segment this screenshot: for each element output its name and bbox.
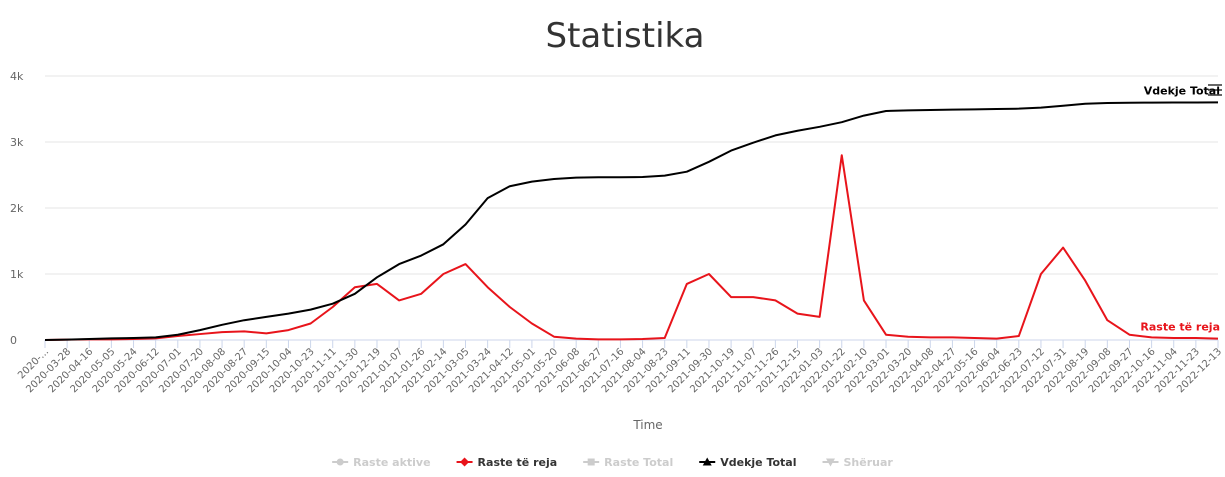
legend-marker: [826, 458, 836, 467]
legend-item[interactable]: Shëruar: [822, 456, 894, 469]
legend-label: Raste të reja: [478, 456, 558, 469]
legend-marker: [702, 457, 712, 466]
legend-label: Raste Total: [604, 456, 673, 469]
legend-item[interactable]: Raste të reja: [456, 456, 558, 469]
series-end-label: Raste të reja: [1140, 321, 1220, 334]
legend-item[interactable]: Raste aktive: [332, 456, 431, 469]
legend-marker: [336, 458, 344, 466]
legend-label: Vdekje Total: [720, 456, 796, 469]
legend-label: Shëruar: [844, 456, 894, 469]
legend-marker: [587, 458, 595, 466]
menu-button[interactable]: [1208, 84, 1222, 96]
y-tick-label: 0: [10, 334, 17, 347]
menu-bar: [1208, 94, 1222, 96]
y-tick-label: 2k: [10, 202, 24, 215]
legend-marker: [460, 457, 470, 467]
series-line: [44, 101, 1219, 341]
chart-title: Statistika: [546, 16, 705, 56]
series-end-label: Vdekje Total: [1144, 84, 1220, 97]
x-axis-title: Time: [632, 418, 662, 432]
menu-bar: [1208, 89, 1222, 91]
y-tick-label: 1k: [10, 268, 24, 281]
legend: Raste aktive Raste të reja Raste Total Vdek…: [332, 456, 893, 469]
legend-item[interactable]: Raste Total: [583, 456, 673, 469]
y-tick-label: 4k: [10, 70, 24, 83]
menu-bar: [1208, 84, 1222, 86]
legend-item[interactable]: Vdekje Total: [699, 456, 797, 469]
y-tick-label: 3k: [10, 136, 24, 149]
legend-label: Raste aktive: [353, 456, 430, 469]
series-line: [44, 154, 1219, 341]
